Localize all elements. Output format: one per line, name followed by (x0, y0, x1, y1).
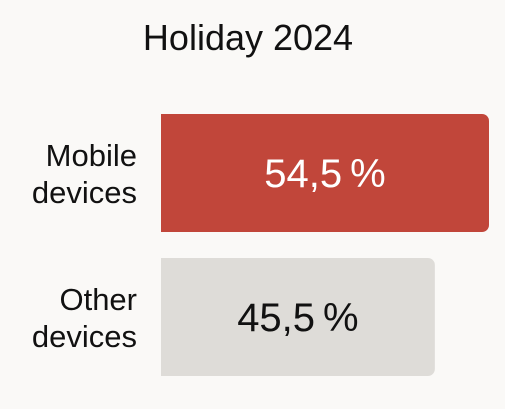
bar-1-left-edge (161, 258, 175, 376)
category-label-1-line-0: Other (59, 282, 137, 317)
value-label-0: 54,5 % (264, 152, 385, 196)
chart-title: Holiday 2024 (143, 17, 353, 58)
bar-0-left-edge (161, 114, 175, 232)
category-label-1: Other devices (32, 282, 137, 354)
value-label-1: 45,5 % (237, 296, 358, 340)
category-label-0: Mobile devices (32, 138, 137, 210)
category-label-0-line-1: devices (32, 175, 137, 210)
category-label-1-line-1: devices (32, 319, 137, 354)
bar-1 (161, 258, 435, 376)
category-label-0-line-0: Mobile (46, 138, 137, 173)
bar-0 (161, 114, 489, 232)
